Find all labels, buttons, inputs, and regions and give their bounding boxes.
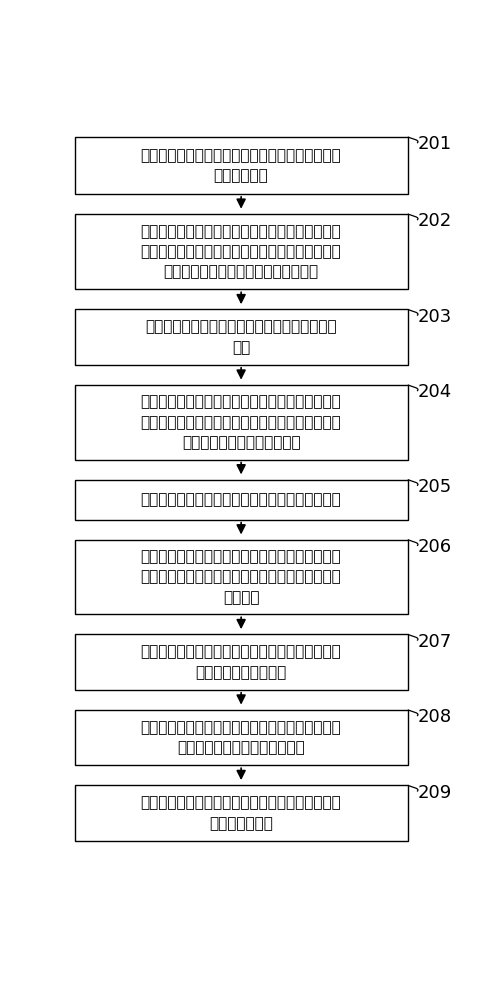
Text: 203: 203 — [418, 308, 452, 326]
Text: 第二解码器将所述终端发送的图像的图像格式解码
为所述车载系统支持的图像格式: 第二解码器将所述终端发送的图像的图像格式解码 为所述车载系统支持的图像格式 — [141, 720, 342, 755]
Text: 205: 205 — [418, 478, 452, 496]
Text: 车载系统将所述切换请求信号发送给所述第一解
码器: 车载系统将所述切换请求信号发送给所述第一解 码器 — [145, 319, 337, 355]
Text: 209: 209 — [418, 784, 452, 802]
Text: 206: 206 — [418, 538, 452, 556]
Bar — [74, 634, 408, 690]
Bar — [74, 214, 408, 289]
Text: 第一解码器根据车载系统的标识，查询与所述车载
系统的标识对应的协议解码表，将所述切换请求信
号解码为对应的切换请求指令: 第一解码器根据车载系统的标识，查询与所述车载 系统的标识对应的协议解码表，将所述… — [141, 394, 342, 450]
Text: 第二解码器将解码后的图像发送给所述车载系统显
示在车载屏幕上: 第二解码器将解码后的图像发送给所述车载系统显 示在车载屏幕上 — [141, 795, 342, 831]
Text: 208: 208 — [418, 708, 452, 726]
Text: 车载系统感应用户通过所述车载系统的人机交互部
件的操作位置: 车载系统感应用户通过所述车载系统的人机交互部 件的操作位置 — [141, 148, 342, 183]
Bar — [74, 540, 408, 614]
Bar — [74, 309, 408, 365]
Text: 第二解码器根据所述切换请求指令中包括的待切换
通道的标识，获取与所述待切换通道连接的终端发
送的图像: 第二解码器根据所述切换请求指令中包括的待切换 通道的标识，获取与所述待切换通道连… — [141, 549, 342, 605]
Text: 第一解码器将所述切换请求指令发送给第二解码器: 第一解码器将所述切换请求指令发送给第二解码器 — [141, 492, 342, 507]
Text: 204: 204 — [418, 383, 452, 401]
Bar — [74, 785, 408, 841]
Text: 车载系统根据预先设置的操作位置与切换请求信号
之间的对应关系，获取与所述用户通过所述人机交
互部件的操作位置对应的切换请求信号: 车载系统根据预先设置的操作位置与切换请求信号 之间的对应关系，获取与所述用户通过… — [141, 224, 342, 280]
Text: 201: 201 — [418, 135, 452, 153]
Bar — [74, 385, 408, 460]
Bar — [74, 480, 408, 520]
Bar — [74, 137, 408, 194]
Text: 207: 207 — [418, 633, 452, 651]
Text: 202: 202 — [418, 212, 452, 230]
Bar — [74, 710, 408, 765]
Text: 第二解码器根据所述车载系统的标识，获取所述车
载系统支持的图像格式: 第二解码器根据所述车载系统的标识，获取所述车 载系统支持的图像格式 — [141, 644, 342, 680]
